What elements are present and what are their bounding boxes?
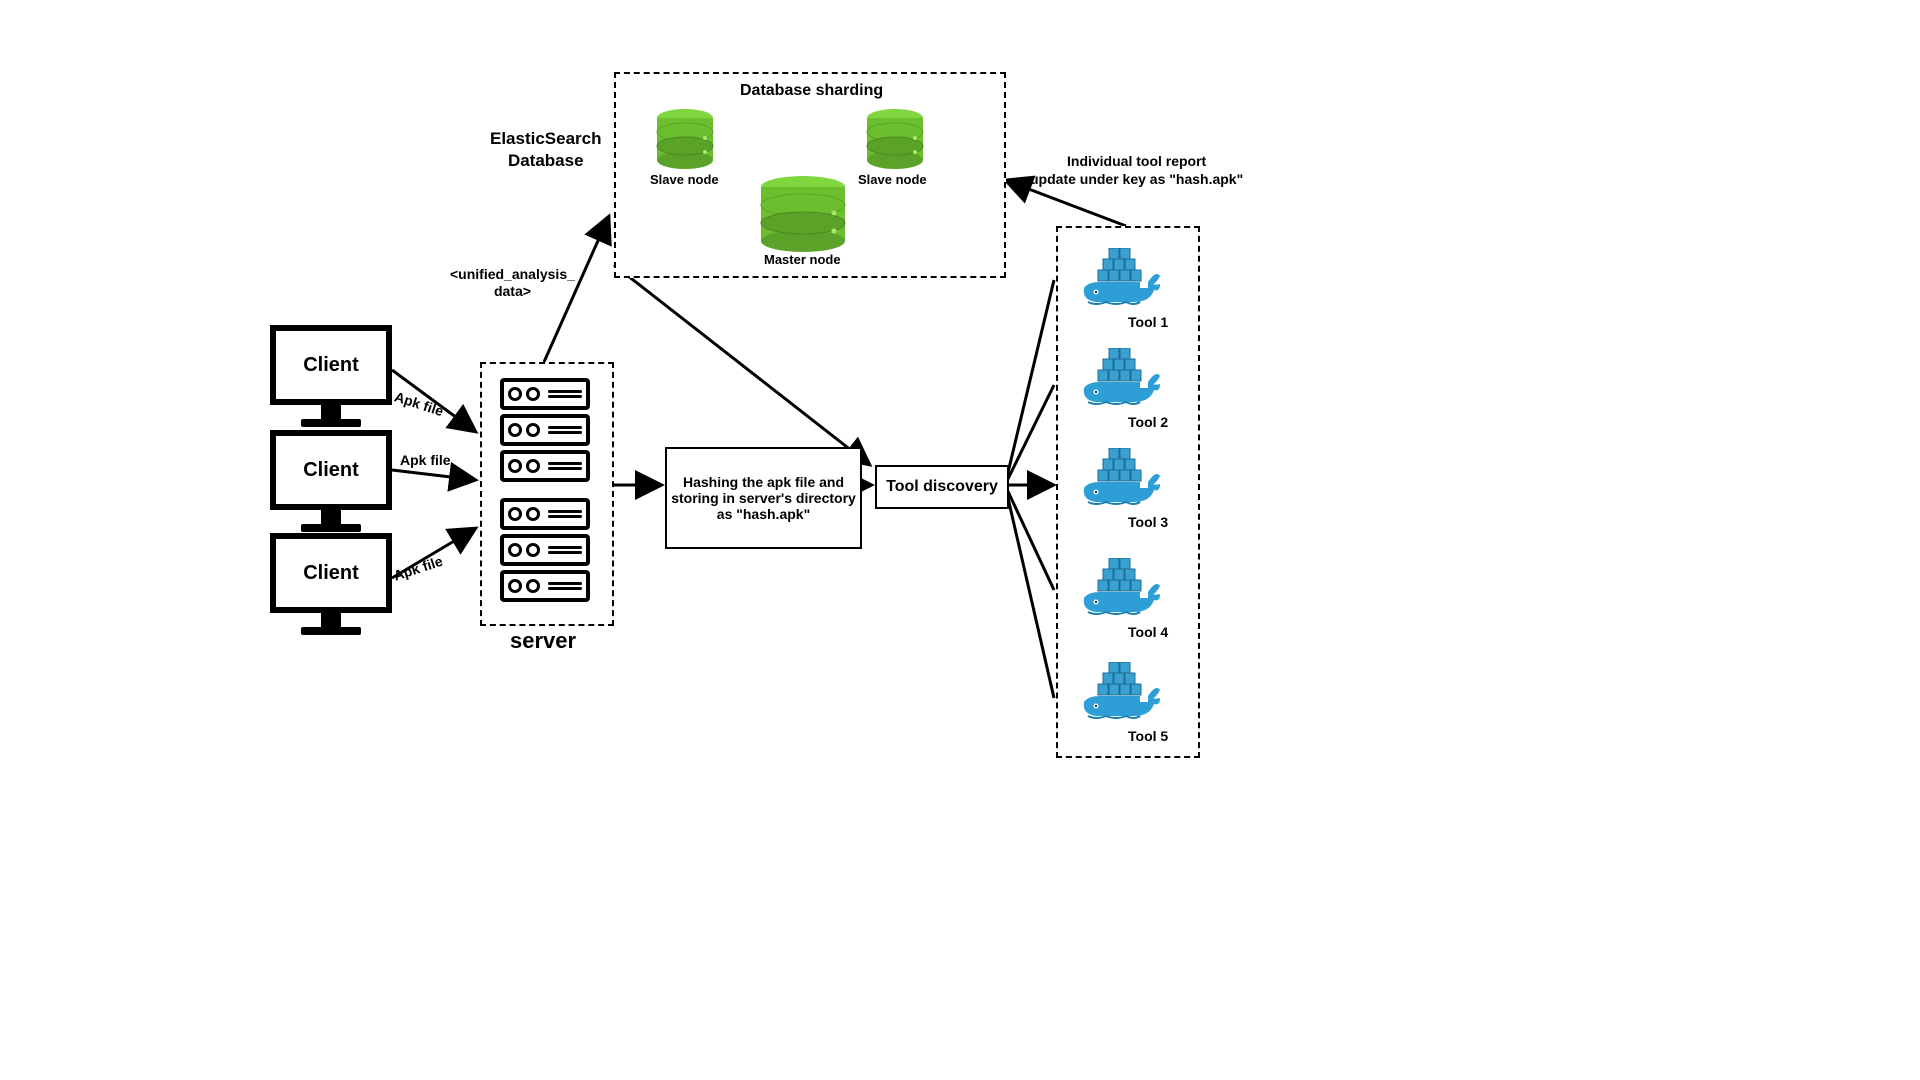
slave-label-2: Slave node <box>858 172 927 187</box>
slave-db-2 <box>865 108 925 175</box>
master-db <box>758 175 848 258</box>
client-1: Client <box>270 325 392 427</box>
tool-label-2: Tool 2 <box>1128 414 1168 430</box>
docker-tool-1 <box>1076 248 1162 317</box>
slave-db-1 <box>655 108 715 175</box>
tool-label-1: Tool 1 <box>1128 314 1168 330</box>
client-2: Client <box>270 430 392 532</box>
apk-file-label-2: Apk file <box>400 452 451 468</box>
elasticsearch-label: ElasticSearch Database <box>490 128 602 172</box>
tool-report-label: Individual tool report update under key … <box>1030 152 1243 188</box>
master-label: Master node <box>764 252 841 267</box>
tool-discovery-box: Tool discovery <box>875 465 1009 509</box>
tool-label-3: Tool 3 <box>1128 514 1168 530</box>
docker-tool-5 <box>1076 662 1162 731</box>
hashing-box: Hashing the apk file and storing in serv… <box>665 447 862 549</box>
docker-tool-3 <box>1076 448 1162 517</box>
docker-tool-2 <box>1076 348 1162 417</box>
server-rack-2 <box>500 498 590 606</box>
client-label: Client <box>270 533 392 613</box>
tool-discovery-text: Tool discovery <box>886 478 998 496</box>
apk-file-label-3: Apk file <box>392 553 445 584</box>
database-title: Database sharding <box>740 82 883 100</box>
unified-analysis-label: <unified_analysis_ data> <box>450 266 575 300</box>
tool-label-4: Tool 4 <box>1128 624 1168 640</box>
client-label: Client <box>270 430 392 510</box>
client-3: Client <box>270 533 392 635</box>
tool-label-5: Tool 5 <box>1128 728 1168 744</box>
server-label: server <box>510 628 576 654</box>
hashing-text: Hashing the apk file and storing in serv… <box>671 474 856 522</box>
server-rack-1 <box>500 378 590 486</box>
docker-tool-4 <box>1076 558 1162 627</box>
client-label: Client <box>270 325 392 405</box>
slave-label-1: Slave node <box>650 172 719 187</box>
apk-file-label-1: Apk file <box>393 388 446 419</box>
